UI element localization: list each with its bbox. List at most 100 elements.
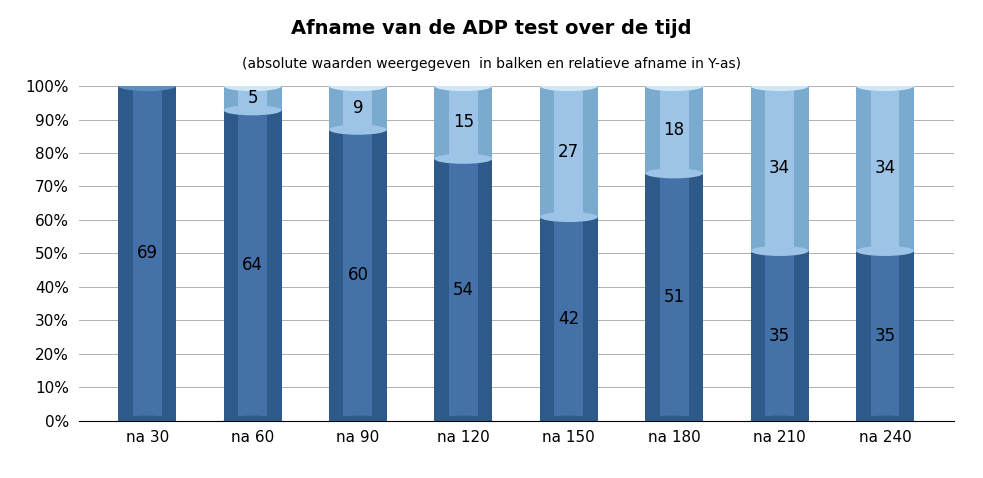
- Bar: [449, 86, 478, 159]
- Bar: [765, 251, 794, 421]
- Text: 35: 35: [875, 327, 896, 345]
- Bar: [899, 86, 914, 251]
- Bar: [583, 86, 598, 217]
- Bar: [373, 86, 387, 130]
- Bar: [871, 251, 899, 421]
- Bar: [856, 86, 871, 251]
- Text: 9: 9: [353, 99, 363, 117]
- Ellipse shape: [540, 81, 598, 91]
- Bar: [540, 217, 554, 421]
- Bar: [434, 86, 449, 159]
- Bar: [645, 174, 660, 421]
- Bar: [267, 86, 281, 110]
- Bar: [343, 130, 373, 421]
- Bar: [751, 251, 765, 421]
- Bar: [871, 86, 899, 251]
- Ellipse shape: [329, 81, 387, 91]
- Bar: [161, 86, 176, 421]
- Bar: [478, 86, 492, 159]
- Ellipse shape: [223, 81, 281, 91]
- Bar: [118, 86, 133, 421]
- Bar: [267, 110, 281, 421]
- Bar: [689, 86, 703, 174]
- Bar: [689, 174, 703, 421]
- Bar: [449, 86, 478, 159]
- Ellipse shape: [434, 81, 492, 91]
- Bar: [765, 251, 794, 421]
- Ellipse shape: [856, 246, 914, 256]
- Text: (absolute waarden weergegeven  in balken en relatieve afname in Y-as): (absolute waarden weergegeven in balken …: [242, 57, 741, 71]
- Ellipse shape: [751, 415, 809, 426]
- Bar: [554, 217, 583, 421]
- Bar: [856, 251, 871, 421]
- Ellipse shape: [329, 415, 387, 426]
- Bar: [223, 86, 238, 110]
- Bar: [794, 86, 809, 251]
- Bar: [373, 130, 387, 421]
- Bar: [765, 86, 794, 251]
- Text: 54: 54: [453, 281, 474, 299]
- Text: Afname van de ADP test over de tijd: Afname van de ADP test over de tijd: [291, 19, 692, 38]
- Text: 64: 64: [242, 257, 263, 274]
- Bar: [765, 86, 794, 251]
- Bar: [871, 251, 899, 421]
- Ellipse shape: [645, 415, 703, 426]
- Bar: [343, 86, 373, 130]
- Bar: [554, 86, 583, 217]
- Bar: [238, 86, 267, 110]
- Text: 60: 60: [347, 266, 369, 284]
- Ellipse shape: [751, 246, 809, 256]
- Ellipse shape: [856, 415, 914, 426]
- Bar: [434, 159, 449, 421]
- Ellipse shape: [540, 212, 598, 222]
- Bar: [540, 86, 554, 217]
- Ellipse shape: [540, 415, 598, 426]
- Ellipse shape: [223, 105, 281, 115]
- Bar: [133, 86, 161, 421]
- Text: 69: 69: [137, 244, 157, 262]
- Text: 51: 51: [664, 288, 685, 306]
- Bar: [871, 86, 899, 251]
- Bar: [478, 159, 492, 421]
- Bar: [238, 86, 267, 110]
- Bar: [223, 110, 238, 421]
- Ellipse shape: [645, 81, 703, 91]
- Ellipse shape: [645, 168, 703, 178]
- Bar: [449, 159, 478, 421]
- Text: 18: 18: [664, 120, 685, 139]
- Bar: [751, 86, 765, 251]
- Bar: [660, 86, 689, 174]
- Bar: [899, 251, 914, 421]
- Bar: [329, 130, 343, 421]
- Text: 42: 42: [558, 310, 579, 328]
- Ellipse shape: [223, 415, 281, 426]
- Bar: [660, 174, 689, 421]
- Text: 34: 34: [769, 160, 790, 177]
- Bar: [645, 86, 660, 174]
- Ellipse shape: [751, 81, 809, 91]
- Bar: [133, 86, 161, 421]
- Bar: [554, 217, 583, 421]
- Ellipse shape: [856, 81, 914, 91]
- Bar: [343, 130, 373, 421]
- Bar: [329, 86, 343, 130]
- Bar: [583, 217, 598, 421]
- Text: 15: 15: [453, 113, 474, 131]
- Text: 35: 35: [769, 327, 790, 345]
- Bar: [238, 110, 267, 421]
- Ellipse shape: [118, 81, 176, 91]
- Text: 34: 34: [875, 160, 896, 177]
- Ellipse shape: [329, 125, 387, 135]
- Bar: [449, 159, 478, 421]
- Ellipse shape: [434, 154, 492, 164]
- Text: 5: 5: [248, 89, 258, 107]
- Bar: [660, 86, 689, 174]
- Bar: [660, 174, 689, 421]
- Bar: [343, 86, 373, 130]
- Ellipse shape: [118, 415, 176, 426]
- Bar: [238, 110, 267, 421]
- Bar: [554, 86, 583, 217]
- Bar: [794, 251, 809, 421]
- Text: 27: 27: [558, 142, 579, 161]
- Ellipse shape: [434, 415, 492, 426]
